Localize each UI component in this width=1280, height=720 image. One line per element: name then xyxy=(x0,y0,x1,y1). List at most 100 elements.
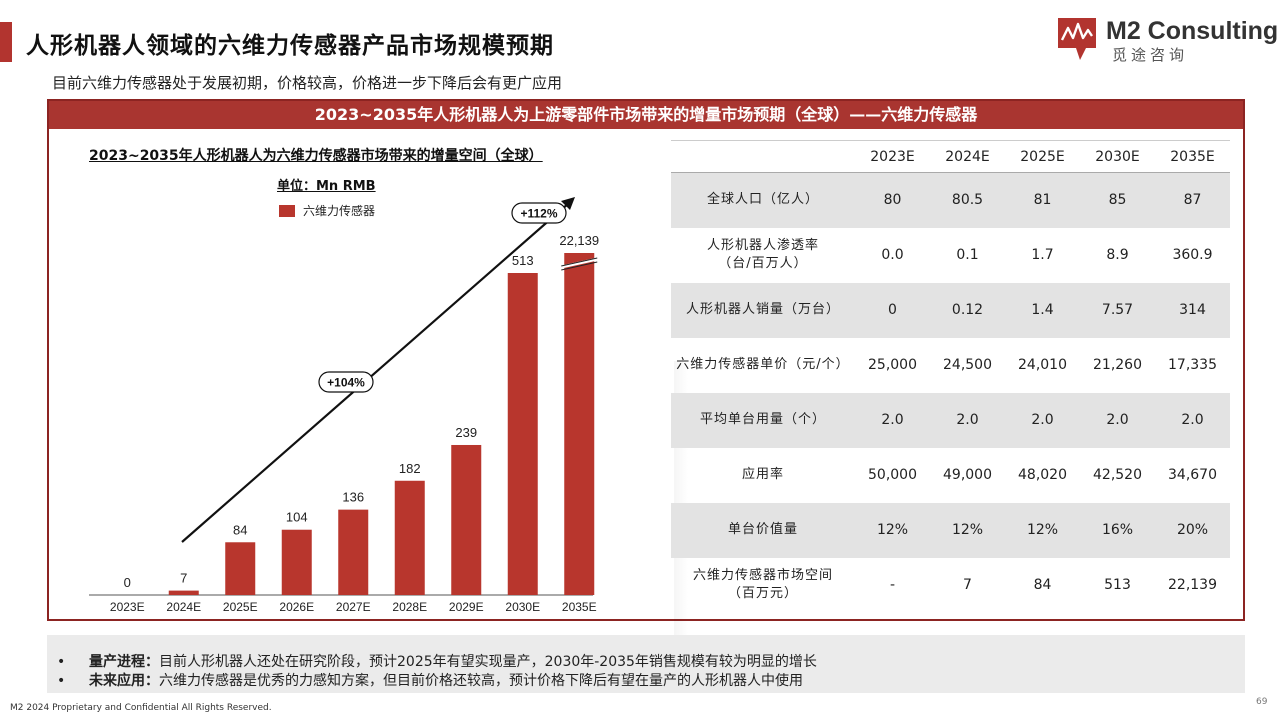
table-cell: 2.0 xyxy=(930,392,1005,448)
table-cell: 0.0 xyxy=(881,247,904,263)
table-row: 全球人口（亿人） 80 80.5 81 85 87 xyxy=(671,172,1230,228)
row-label-text: 人形机器人渗透率 xyxy=(706,238,819,253)
row-label-text: 平均单台用量（个） xyxy=(699,412,826,427)
table-cell: 81 xyxy=(1005,172,1080,228)
row-label-text: 应用率 xyxy=(741,467,784,482)
table-header-cell: 2030E xyxy=(1080,140,1155,173)
axis-break-line xyxy=(561,257,598,267)
x-tick-label: 2023E xyxy=(110,600,145,614)
bar xyxy=(225,542,256,595)
row-label: 应用率 xyxy=(671,448,855,503)
chart-legend: 六维力传感器 xyxy=(279,202,375,219)
growth-annotation-label: +104% xyxy=(327,376,365,390)
table-cell: 21,260 xyxy=(1093,357,1142,373)
table-cell: 80 xyxy=(855,172,930,228)
footer-note-lead: 未来应用： xyxy=(89,673,159,689)
x-tick-label: 2028E xyxy=(392,600,427,614)
table-row: 单台价值量 12% 12% 12% 16% 20% xyxy=(671,502,1230,558)
bar-value-label: 7 xyxy=(180,571,187,586)
table-row: 人形机器人渗透率 （台/百万人） 0.0 0.1 1.7 8.9 360.9 xyxy=(671,228,1230,283)
row-label-subtext: （台/百万人） xyxy=(718,256,808,271)
footer-note-text: 六维力传感器是优秀的力感知方案，但目前价格还较高，预计价格下降后有望在量产的人形… xyxy=(159,673,803,689)
x-tick-label: 2026E xyxy=(279,600,314,614)
legend-swatch xyxy=(279,204,295,217)
x-tick-label: 2029E xyxy=(449,600,484,614)
logo-mark-icon xyxy=(1058,18,1096,60)
forecast-table: 2023E 2024E 2025E 2030E 2035E 全球人口（亿人） 80… xyxy=(671,140,1231,613)
footer-note: • 未来应用：六维力传感器是优秀的力感知方案，但目前价格还较高，预计价格下降后有望… xyxy=(57,670,803,690)
table-cell: 513 xyxy=(1104,577,1131,593)
table-cell: 1.4 xyxy=(1005,282,1080,338)
table-cell: 314 xyxy=(1155,282,1230,338)
table-cell: 80.5 xyxy=(930,172,1005,228)
table-row: 应用率 50,000 49,000 48,020 42,520 34,670 xyxy=(671,448,1230,503)
table-cell: 16% xyxy=(1080,502,1155,558)
table-cell: 7 xyxy=(963,577,972,593)
row-label-text: 单台价值量 xyxy=(727,522,798,537)
table-header-row: 2023E 2024E 2025E 2030E 2035E xyxy=(671,140,1230,173)
x-tick-label: 2035E xyxy=(562,600,597,614)
row-label: 六维力传感器单价（元/个） xyxy=(671,338,855,393)
row-label-text: 人形机器人销量（万台） xyxy=(685,302,840,317)
logo: M2 Consulting 觅途咨询 xyxy=(1056,16,1278,68)
row-label: 全球人口（亿人） xyxy=(671,172,855,228)
bar-value-label: 182 xyxy=(399,461,421,476)
title-accent-bar xyxy=(0,22,12,62)
row-label: 单台价值量 xyxy=(671,502,855,558)
row-label-text: 全球人口（亿人） xyxy=(706,192,819,208)
table-cell: 2.0 xyxy=(1005,392,1080,448)
page-subtitle: 目前六维力传感器处于发展初期，价格较高，价格进一步下降后会有更广应用 xyxy=(52,74,563,92)
table-header-cell: 2024E xyxy=(930,140,1005,173)
table-row: 人形机器人销量（万台） 0 0.12 1.4 7.57 314 xyxy=(671,282,1230,338)
growth-annotation-label: +112% xyxy=(520,207,557,221)
table-cell: 2.0 xyxy=(1155,392,1230,448)
row-label: 人形机器人销量（万台） xyxy=(671,282,855,338)
bar-value-label: 239 xyxy=(455,425,477,440)
growth-annotation-pill xyxy=(318,371,374,393)
row-label: 人形机器人渗透率 （台/百万人） xyxy=(671,228,855,283)
bar-value-label: 22,139 xyxy=(559,233,599,248)
page-title: 人形机器人领域的六维力传感器产品市场规模预期 xyxy=(26,33,554,59)
table-cell: 0 xyxy=(855,282,930,338)
footer-note: • 量产进程：目前人形机器人还处在研究阶段，预计2025年有望实现量产，2030年… xyxy=(57,651,817,671)
bar xyxy=(394,480,425,595)
bar-value-label: 136 xyxy=(342,490,364,505)
table-cell: 25,000 xyxy=(868,357,917,373)
table-cell: 50,000 xyxy=(868,467,917,483)
main-panel: 2023~2035年人形机器人为上游零部件市场带来的增量市场预期（全球）——六维… xyxy=(47,99,1245,661)
row-label-text: 六维力传感器单价（元/个） xyxy=(676,357,850,372)
bar xyxy=(451,444,482,595)
row-label-text: 六维力传感器市场空间 xyxy=(692,568,833,583)
footer-note-lead: 量产进程： xyxy=(89,654,159,670)
axis-break-line xyxy=(561,261,598,271)
bullet-marker: • xyxy=(57,654,66,670)
footer-notes: • 量产进程：目前人形机器人还处在研究阶段，预计2025年有望实现量产，2030年… xyxy=(47,635,1245,693)
table-cell: 85 xyxy=(1080,172,1155,228)
bullet-marker: • xyxy=(57,673,66,689)
table-cell: 2.0 xyxy=(855,392,930,448)
table-cell: 12% xyxy=(930,502,1005,558)
bar xyxy=(507,273,538,595)
bar-value-label: 104 xyxy=(286,510,308,525)
table-cell: 42,520 xyxy=(1093,467,1142,483)
x-tick-label: 2027E xyxy=(336,600,371,614)
footer-note-text: 目前人形机器人还处在研究阶段，预计2025年有望实现量产，2030年-2035年… xyxy=(159,654,817,670)
table-cell: 12% xyxy=(1005,502,1080,558)
table-cell: 2.0 xyxy=(1080,392,1155,448)
row-label-subtext: （百万元） xyxy=(727,586,798,601)
table-header-cell: 2025E xyxy=(1005,140,1080,173)
bar xyxy=(281,529,312,595)
table-cell: 48,020 xyxy=(1018,467,1067,483)
bar-value-label: 0 xyxy=(124,575,131,590)
bar-value-label: 84 xyxy=(233,522,247,537)
table-row: 平均单台用量（个） 2.0 2.0 2.0 2.0 2.0 xyxy=(671,392,1230,448)
bar xyxy=(564,253,595,595)
row-label: 六维力传感器市场空间 （百万元） xyxy=(671,558,855,613)
table-cell: 8.9 xyxy=(1106,247,1129,263)
table-row: 六维力传感器市场空间 （百万元） - 7 84 513 22,139 xyxy=(671,558,1230,613)
table-header-cell: 2035E xyxy=(1155,140,1230,173)
growth-annotation-pill xyxy=(511,202,567,224)
row-label: 平均单台用量（个） xyxy=(671,392,855,448)
table-header-blank xyxy=(671,140,855,173)
table-cell: 49,000 xyxy=(943,467,992,483)
